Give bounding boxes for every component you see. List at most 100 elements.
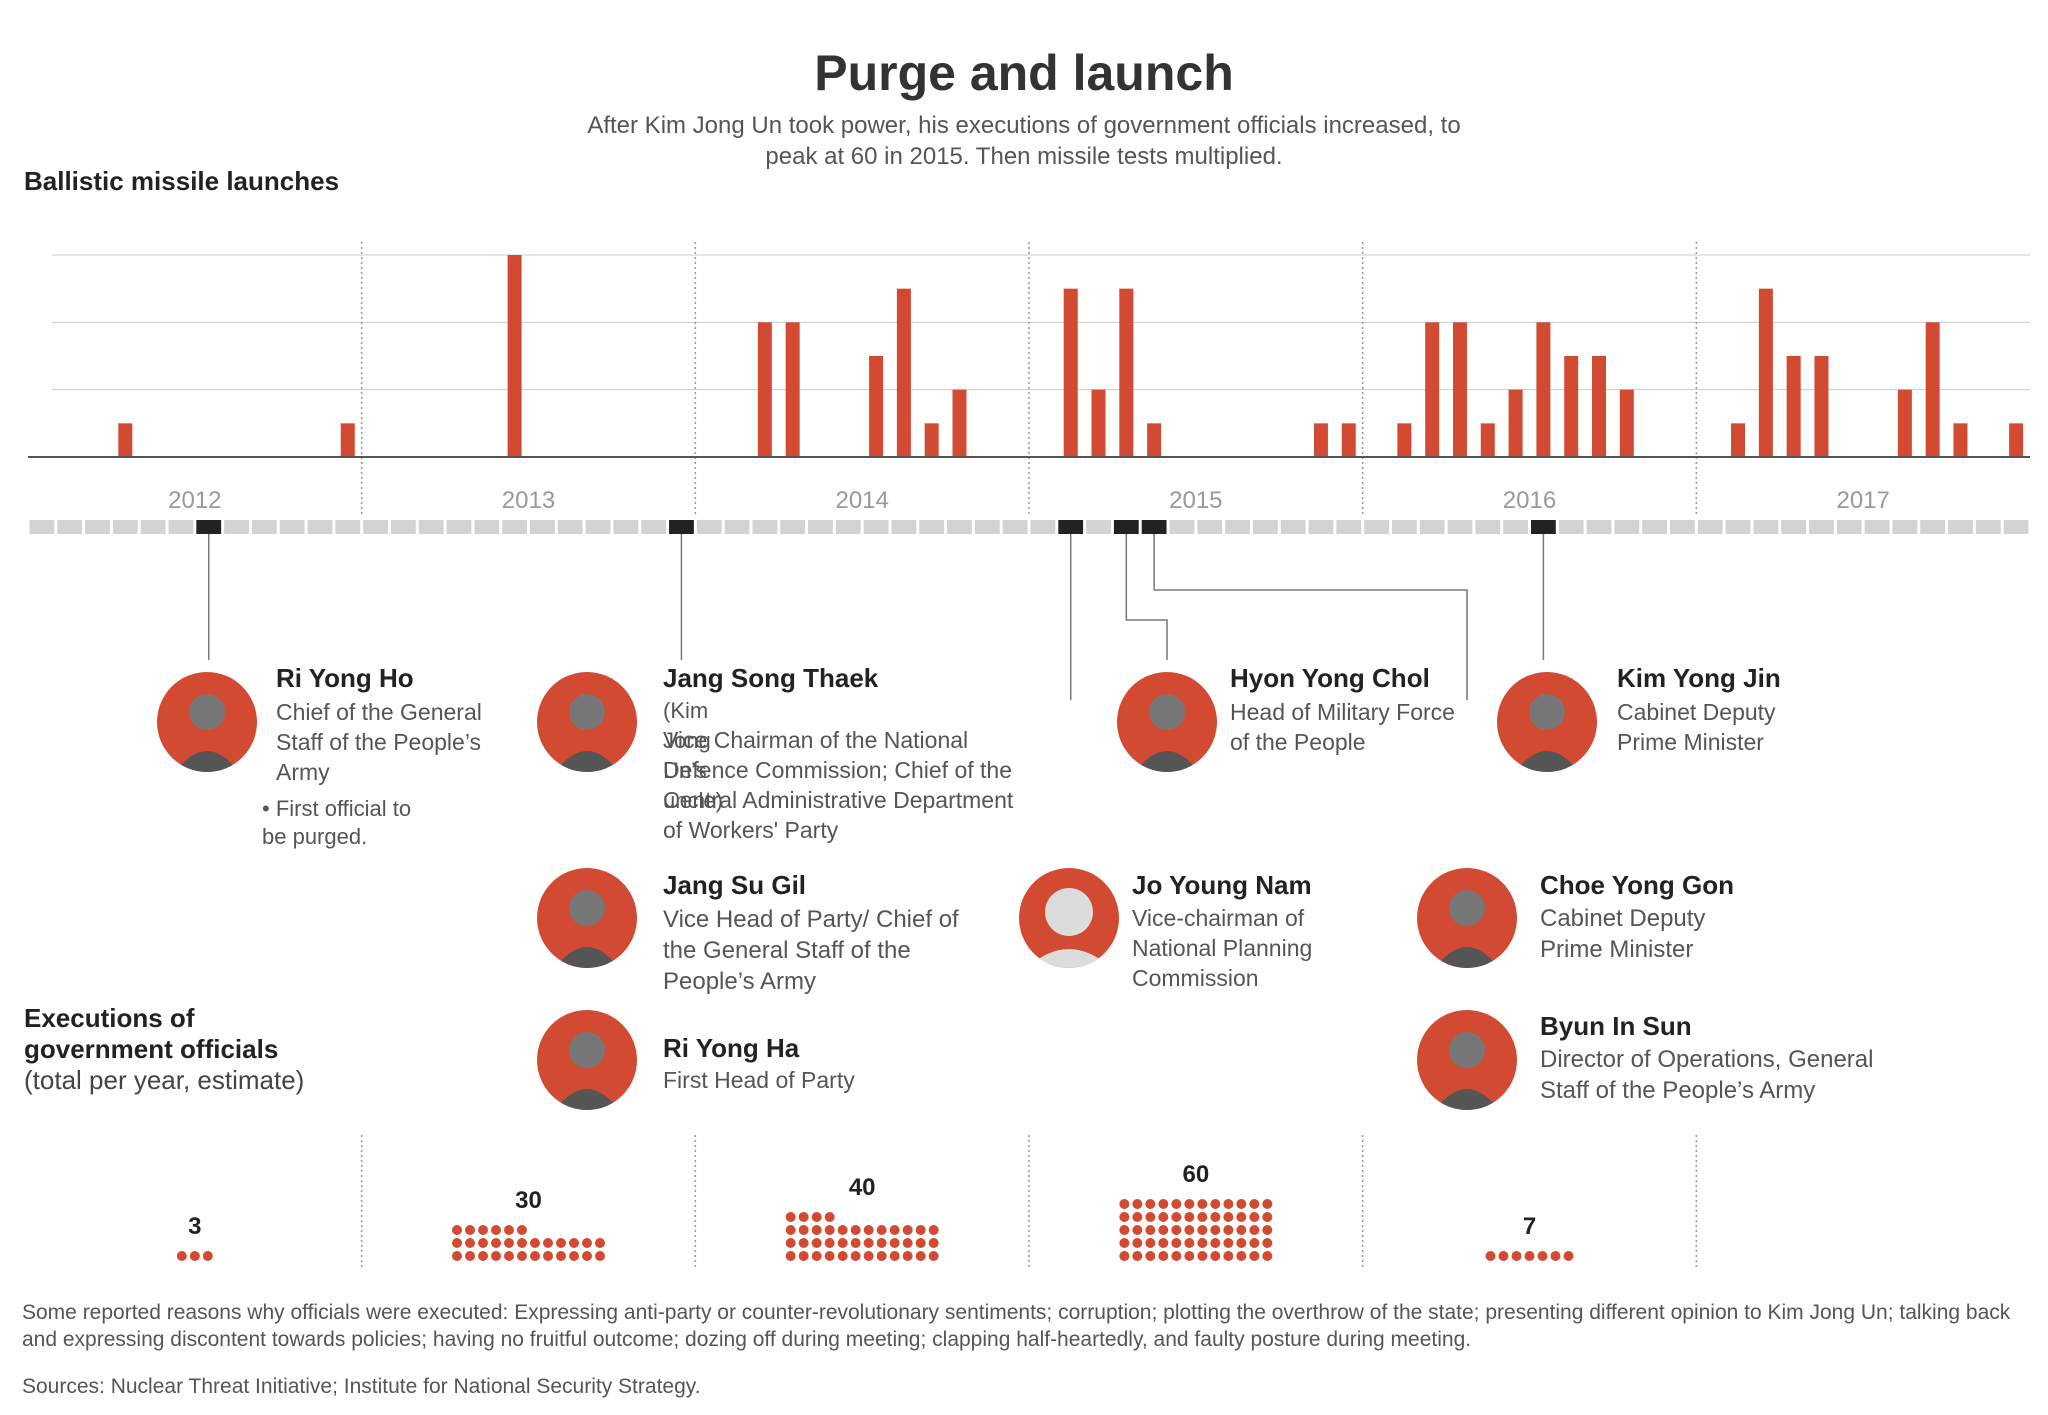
execution-dot [1197,1238,1208,1248]
timeline-cell [363,520,388,534]
execution-dot [202,1251,213,1261]
person-name: Ri Yong Ha [663,1033,800,1063]
missile-section-label: Ballistic missile launches [24,166,340,196]
execution-dot [876,1251,887,1261]
timeline-cell [1280,520,1306,534]
launch-bar [1953,423,1968,457]
launch-bar [1425,322,1440,457]
execution-dot [811,1238,822,1248]
executions-dot-chart: 3 30 40 60 7 [176,1135,1698,1270]
executions-title: Executions of government officials [24,1003,279,1064]
timeline-marker [1058,520,1084,534]
timeline-cell [1948,520,1973,534]
execution-dot [452,1251,462,1261]
execution-count-label: 30 [515,1187,542,1214]
execution-count-label: 3 [188,1213,201,1240]
execution-dot [785,1225,796,1235]
execution-dot [530,1238,540,1248]
timeline-cell [1086,520,1111,534]
execution-dot [798,1225,809,1235]
execution-dot [1145,1251,1156,1261]
launch-bar [869,356,884,457]
execution-dot [889,1238,900,1248]
execution-dot [582,1251,592,1261]
timeline-cell [947,520,972,534]
execution-dot [915,1238,926,1248]
execution-dot [1132,1199,1143,1209]
year-label: 2013 [502,487,555,514]
execution-dot [478,1238,488,1248]
timeline-cell [224,520,249,534]
execution-dot [837,1225,848,1235]
execution-dot [1132,1238,1143,1248]
timeline-cell [1920,520,1946,534]
execution-dot [1262,1238,1273,1248]
timeline-cell [1725,520,1751,534]
execution-dot [543,1251,553,1261]
execution-dot [811,1212,822,1222]
timeline-cell [1558,520,1584,534]
timeline-cell [530,520,555,534]
execution-dot [1119,1251,1130,1261]
execution-dot [785,1238,796,1248]
timeline-cell [696,520,722,534]
execution-dot [863,1225,874,1235]
execution-dot [863,1251,874,1261]
launch-bar [757,322,772,457]
execution-dot [1119,1199,1130,1209]
launch-bar [1619,389,1634,457]
execution-dot [556,1251,566,1261]
person-role: Vice Chairman of the National Defence Co… [663,727,1014,843]
launch-bar [1147,423,1162,457]
execution-dot [928,1225,939,1235]
execution-dot [1262,1212,1273,1222]
execution-dot [1236,1251,1247,1261]
execution-dot [889,1251,900,1261]
timeline-cell [112,520,138,534]
execution-dot [543,1238,553,1248]
year-label: 2014 [835,487,888,514]
timeline-cell [29,520,55,534]
execution-dot [504,1225,514,1235]
execution-dot [811,1225,822,1235]
execution-dot [569,1238,579,1248]
execution-dot [811,1251,822,1261]
execution-dot [1210,1212,1221,1222]
person-note: • First official to be purged. [262,795,432,851]
execution-dot [478,1251,488,1261]
person-name: Kim Yong Jin [1617,663,1781,693]
timeline-cell [307,520,333,534]
launch-bar [785,322,800,457]
person-name: Byun In Sun [1540,1011,1692,1041]
execution-dot [1197,1251,1208,1261]
execution-dot [1249,1225,1260,1235]
execution-dot [1249,1251,1260,1261]
execution-dot [798,1238,809,1248]
execution-dot [915,1225,926,1235]
timeline-cell [641,520,667,534]
launch-bar [1313,423,1328,457]
timeline-cell [1169,520,1195,534]
execution-dot [1249,1199,1260,1209]
timeline-cell [585,520,611,534]
timeline-cell [1252,520,1278,534]
timeline-marker [669,520,694,534]
launch-bar [1592,356,1607,457]
execution-dot [1158,1199,1169,1209]
execution-dot [465,1238,475,1248]
note-text: First official to be purged. [262,796,412,849]
execution-dot [798,1212,809,1222]
portrait-silhouette [1019,868,1119,968]
execution-dot [1236,1225,1247,1235]
execution-dot [517,1225,527,1235]
timeline-cell [390,520,416,534]
execution-dot [1145,1212,1156,1222]
person-role: Vice Head of Party/ Chief of the General… [663,906,959,995]
execution-dot [837,1251,848,1261]
portrait-ri-yong-ho [157,672,257,772]
launch-bar [1508,389,1523,457]
timeline-cell [335,520,361,534]
page-subtitle: After Kim Jong Un took power, his execut… [587,112,1461,170]
person-name: Jang Song Thaek [663,663,879,693]
